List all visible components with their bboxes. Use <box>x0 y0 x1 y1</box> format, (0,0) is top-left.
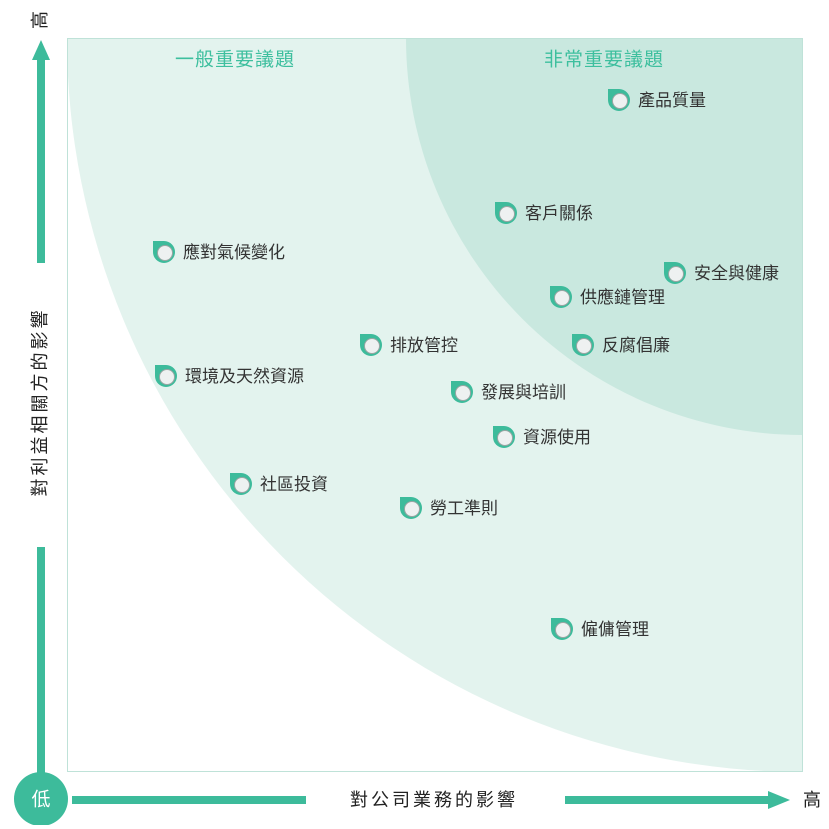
zone-title: 非常重要議題 <box>544 49 664 71</box>
x-arrow-head <box>768 791 790 809</box>
topic: 僱傭管理 <box>551 618 649 640</box>
topic-label: 排放管控 <box>390 336 458 356</box>
topic-label: 反腐倡廉 <box>602 336 670 356</box>
topic-label: 應對氣候變化 <box>183 242 285 263</box>
topic-icon-inner <box>159 369 175 385</box>
topic: 發展與培訓 <box>451 381 566 403</box>
topic-label: 產品質量 <box>638 91 706 111</box>
topic-icon-inner <box>404 501 420 517</box>
topic-label: 社區投資 <box>260 475 328 495</box>
topic-icon-inner <box>157 245 173 261</box>
x-axis-bar <box>72 796 306 804</box>
x-axis-high: 高 <box>803 790 821 811</box>
topic: 社區投資 <box>230 473 328 495</box>
y-arrow-head <box>32 40 50 60</box>
x-axis-label: 對公司業務的影響 <box>350 790 518 811</box>
topic-label: 供應鏈管理 <box>580 287 665 308</box>
topic: 排放管控 <box>360 334 458 356</box>
topic-label: 資源使用 <box>523 427 591 448</box>
topic-icon-inner <box>499 206 515 222</box>
topic-label: 安全與健康 <box>694 264 779 284</box>
zone-title: 一般重要議題 <box>175 49 295 71</box>
origin-label: 低 <box>31 789 50 811</box>
topic: 資源使用 <box>493 426 591 448</box>
topic-label: 發展與培訓 <box>481 383 566 403</box>
topic: 反腐倡廉 <box>572 334 670 356</box>
topic: 環境及天然資源 <box>155 365 304 387</box>
plot-border <box>67 38 803 772</box>
topic-label: 勞工準則 <box>430 499 498 519</box>
topic-label: 環境及天然資源 <box>185 367 304 387</box>
x-axis-bar <box>565 796 770 804</box>
topic: 勞工準則 <box>400 497 498 519</box>
topic-label: 僱傭管理 <box>581 620 649 640</box>
origin-circle <box>14 772 68 826</box>
topic: 應對氣候變化 <box>153 241 285 263</box>
topic-icon-inner <box>555 622 571 638</box>
y-axis-high: 高 <box>30 11 51 29</box>
y-axis-bar <box>37 58 45 263</box>
topic-icon-inner <box>497 430 513 446</box>
topic-icon-inner <box>612 93 628 109</box>
topic-label: 客戶關係 <box>525 204 593 224</box>
topic-icon-inner <box>234 477 250 493</box>
topic: 供應鏈管理 <box>550 286 665 308</box>
topic-icon-inner <box>455 385 471 401</box>
topic-icon-inner <box>364 338 380 354</box>
topic-icon-inner <box>576 338 592 354</box>
topic: 產品質量 <box>608 89 706 111</box>
topic-icon-inner <box>668 266 684 282</box>
topic-icon-inner <box>554 290 570 306</box>
y-axis-label: 對利益相關方的影響 <box>30 308 51 497</box>
important-zone <box>406 38 803 435</box>
topic: 安全與健康 <box>664 262 779 284</box>
y-axis-bar <box>37 547 45 777</box>
topic: 客戶關係 <box>495 202 593 224</box>
